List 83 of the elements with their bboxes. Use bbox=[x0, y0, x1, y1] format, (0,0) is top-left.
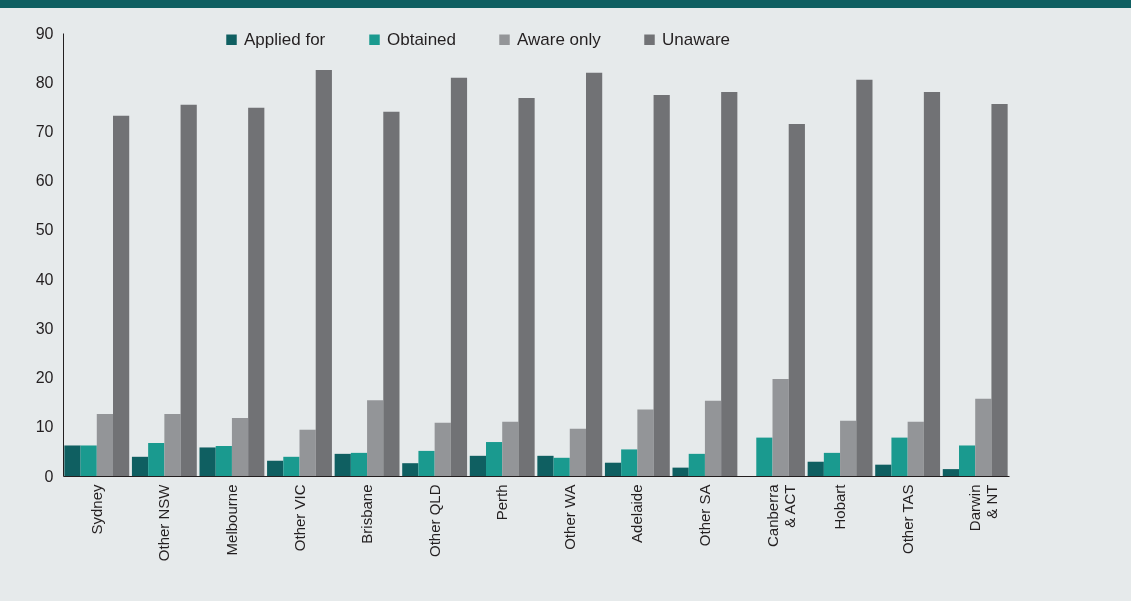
bar bbox=[164, 413, 181, 476]
y-tick-label: 0 bbox=[44, 467, 54, 485]
bar bbox=[434, 422, 451, 476]
y-tick-label: 40 bbox=[35, 270, 54, 288]
bar bbox=[942, 469, 959, 476]
x-tick-label: Brisbane bbox=[358, 484, 376, 544]
bar bbox=[418, 450, 435, 476]
bar bbox=[299, 429, 316, 476]
x-tick-label: Other VIC bbox=[290, 484, 308, 552]
bar bbox=[96, 413, 113, 476]
bar bbox=[604, 462, 622, 476]
y-tick-label: 80 bbox=[35, 73, 54, 91]
bar bbox=[756, 437, 773, 476]
bar bbox=[991, 103, 1008, 476]
bar bbox=[450, 77, 468, 476]
bar bbox=[856, 79, 873, 476]
y-tick-label: 70 bbox=[35, 122, 54, 140]
bar bbox=[402, 463, 419, 476]
bar bbox=[807, 461, 824, 476]
bar bbox=[653, 95, 670, 476]
legend-label: Applied for bbox=[244, 29, 326, 49]
bar bbox=[923, 92, 941, 476]
bar bbox=[907, 421, 924, 476]
bar bbox=[823, 452, 841, 476]
bar bbox=[383, 111, 400, 476]
bar bbox=[64, 445, 81, 476]
x-tick-label: Other TAS bbox=[898, 484, 916, 554]
bar bbox=[772, 379, 789, 476]
bar bbox=[704, 400, 722, 476]
x-tick-label: Other SA bbox=[695, 484, 713, 547]
bar bbox=[350, 452, 368, 476]
bar bbox=[637, 409, 654, 476]
bar bbox=[840, 420, 857, 476]
bar bbox=[959, 445, 976, 476]
x-tick-label: Perth bbox=[493, 484, 511, 521]
x-tick-label: Other WA bbox=[560, 484, 578, 550]
bar bbox=[586, 72, 603, 476]
bar bbox=[334, 453, 351, 476]
bar bbox=[788, 124, 805, 476]
legend-label: Obtained bbox=[387, 29, 456, 49]
x-tick-label: Hobart bbox=[831, 483, 849, 530]
x-tick-label: Adelaide bbox=[628, 484, 646, 543]
bar bbox=[283, 456, 300, 476]
legend-label: Aware only bbox=[517, 29, 602, 49]
bar bbox=[215, 445, 232, 476]
bar bbox=[721, 92, 738, 476]
y-tick-label: 60 bbox=[35, 172, 54, 190]
bar bbox=[131, 456, 149, 476]
bar bbox=[975, 398, 992, 476]
bar bbox=[248, 107, 265, 476]
y-tick-label: 30 bbox=[35, 319, 54, 337]
bar bbox=[486, 442, 503, 476]
bar bbox=[180, 104, 197, 476]
y-tick-label: 50 bbox=[35, 221, 54, 239]
x-tick-label: Sydney bbox=[87, 484, 105, 535]
x-tick-label: Melbourne bbox=[222, 484, 240, 556]
bar bbox=[199, 447, 216, 476]
bar bbox=[553, 457, 570, 476]
bar bbox=[672, 467, 689, 476]
bar bbox=[113, 115, 130, 476]
bar bbox=[367, 400, 384, 476]
bar bbox=[469, 455, 486, 476]
x-tick-label: Other NSW bbox=[155, 483, 173, 562]
bar bbox=[80, 445, 97, 476]
y-tick-label: 20 bbox=[35, 369, 54, 387]
y-tick-label: 90 bbox=[35, 24, 54, 42]
bar bbox=[267, 460, 284, 476]
x-tick-label: Other QLD bbox=[425, 484, 443, 558]
bar bbox=[891, 437, 908, 476]
bar bbox=[621, 449, 638, 476]
bar bbox=[688, 453, 705, 476]
bar bbox=[315, 69, 332, 476]
bar bbox=[569, 428, 586, 476]
x-tick-label: Canberra & ACT bbox=[763, 483, 798, 548]
bar bbox=[518, 97, 535, 476]
bar bbox=[502, 421, 519, 476]
x-tick-label: Darwin & NT bbox=[966, 484, 1001, 532]
bar bbox=[148, 443, 165, 476]
bar bbox=[537, 455, 554, 476]
bar bbox=[231, 417, 249, 476]
y-tick-label: 10 bbox=[35, 418, 54, 436]
legend-label: Unaware bbox=[662, 29, 731, 49]
bar bbox=[875, 464, 892, 476]
